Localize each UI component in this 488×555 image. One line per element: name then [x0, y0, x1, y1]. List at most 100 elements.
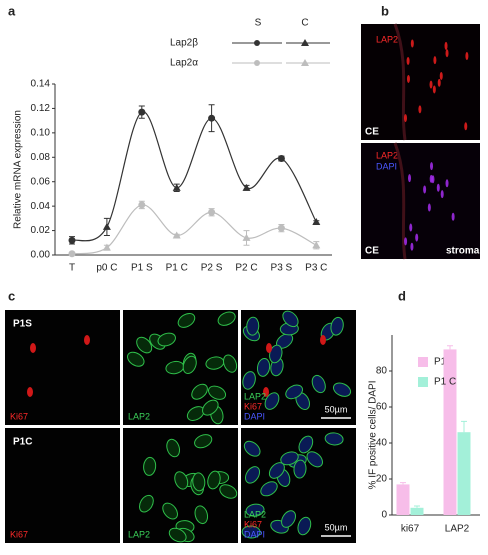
nucleus — [445, 179, 449, 188]
nucleus — [324, 432, 344, 446]
nucleus — [192, 472, 206, 492]
nucleus — [260, 481, 278, 497]
stain-label: LAP2 — [128, 529, 150, 539]
y-tick-label: 0.14 — [31, 79, 51, 90]
stain-label: Ki67 — [244, 401, 262, 411]
nucleus — [281, 510, 297, 528]
stain-label: DAPI — [244, 529, 265, 539]
legend-label: P1 C — [434, 377, 456, 388]
nucleus — [244, 466, 261, 484]
panel-label: a — [8, 3, 16, 18]
nucleus — [445, 49, 449, 58]
bar — [410, 507, 424, 515]
marker — [242, 233, 251, 241]
nucleus — [403, 114, 407, 123]
nucleus — [408, 174, 412, 183]
row-label: P1S — [13, 319, 32, 330]
nucleus — [436, 183, 440, 192]
marker — [277, 224, 285, 232]
nucleus — [465, 52, 469, 61]
bar — [396, 484, 410, 515]
marker — [208, 208, 216, 216]
nucleus — [280, 451, 299, 466]
y-tick-label: 0.10 — [31, 127, 51, 138]
stain-label: DAPI — [244, 411, 265, 421]
nucleus — [194, 434, 213, 449]
y-tick-label: 0.00 — [31, 250, 51, 261]
nucleus — [202, 399, 219, 416]
nucleus — [191, 383, 208, 400]
y-tick-label: 0 — [381, 510, 387, 521]
y-axis-label: % IF positive cells/ DAPI — [368, 381, 379, 490]
legend-marker — [254, 60, 260, 66]
legend-label: Lap2α — [170, 58, 198, 69]
y-tick-label: 40 — [376, 438, 388, 449]
nucleus — [127, 351, 145, 367]
ki67-nucleus — [266, 343, 272, 353]
bar — [443, 349, 457, 515]
x-tick-label: P3 S — [271, 263, 293, 274]
region-label: CE — [365, 246, 379, 257]
nucleus — [219, 484, 238, 499]
x-tick-label: P1 C — [166, 263, 188, 274]
y-tick-label: 80 — [376, 366, 388, 377]
marker — [277, 155, 285, 163]
nucleus — [430, 162, 434, 171]
nucleus — [464, 122, 468, 131]
nucleus — [418, 105, 422, 114]
marker — [102, 243, 111, 251]
tissue-edge — [393, 142, 407, 260]
panel-label: b — [381, 3, 389, 18]
nucleus — [410, 242, 414, 251]
legend-marker — [301, 59, 309, 66]
x-tick-label: P3 C — [305, 263, 327, 274]
y-tick-label: 60 — [376, 402, 388, 413]
marker — [68, 250, 76, 258]
nucleus — [297, 516, 312, 536]
panel-c: Ki67P1SLAP2LAP2Ki67DAPI50µmKi67P1CLAP2LA… — [5, 310, 356, 543]
marker — [312, 241, 321, 249]
y-tick-label: 0.06 — [31, 176, 51, 187]
nucleus — [423, 185, 427, 194]
nucleus — [306, 451, 323, 468]
nucleus — [246, 316, 260, 336]
stain-label: Ki67 — [10, 411, 28, 421]
nucleus — [223, 354, 238, 373]
y-axis-label: Relative mRNA expression — [13, 110, 24, 229]
nucleus — [157, 332, 176, 347]
panel-label: d — [398, 288, 406, 303]
nucleus — [245, 503, 265, 517]
nucleus — [143, 456, 157, 476]
nucleus — [431, 175, 435, 184]
legend-header: C — [301, 18, 308, 29]
nucleus — [406, 74, 410, 83]
marker — [138, 201, 146, 209]
x-tick-label: ki67 — [401, 524, 420, 535]
marker — [172, 183, 181, 191]
stain-label: LAP2 — [376, 34, 398, 44]
scale-bar-label: 50µm — [325, 522, 348, 532]
nucleus — [298, 435, 314, 454]
nucleus — [311, 374, 326, 394]
nucleus — [427, 203, 431, 212]
nucleus — [410, 39, 414, 48]
nucleus — [264, 392, 280, 410]
stain-label: LAP2 — [244, 509, 266, 519]
stain-label: Ki67 — [10, 529, 28, 539]
nucleus — [432, 85, 436, 94]
nucleus — [166, 438, 181, 458]
nucleus — [217, 311, 236, 326]
nucleus — [330, 316, 344, 336]
nucleus — [243, 440, 261, 457]
y-tick-label: 0.08 — [31, 152, 51, 163]
nucleus — [194, 505, 209, 525]
stain-label: Ki67 — [244, 519, 262, 529]
nucleus — [177, 312, 196, 328]
nucleus — [406, 56, 410, 65]
nucleus — [207, 470, 221, 490]
nucleus — [409, 223, 413, 232]
y-tick-label: 20 — [376, 474, 388, 485]
error-bar — [414, 505, 420, 508]
nucleus — [451, 212, 455, 221]
legend-marker — [254, 40, 260, 46]
